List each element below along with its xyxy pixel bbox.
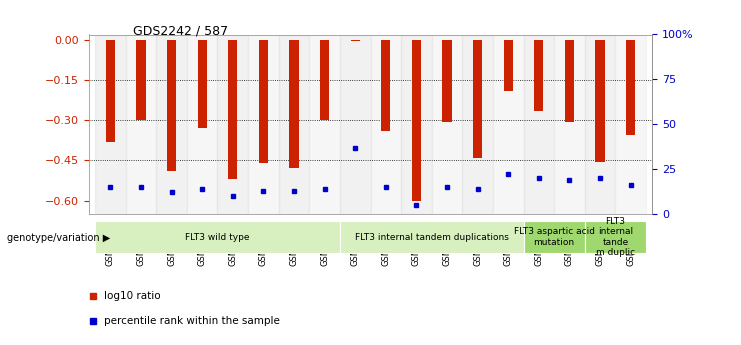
Bar [320,40,329,120]
Bar [279,34,309,214]
Bar [504,40,513,91]
Bar [524,34,554,214]
Bar [198,40,207,128]
Bar [290,40,299,168]
Bar [626,40,635,135]
Bar [228,40,237,179]
Bar [106,40,115,141]
Bar [412,40,421,200]
Bar [217,34,248,214]
Bar [554,34,585,214]
Bar [95,34,126,214]
Bar [309,34,340,214]
Bar [350,40,360,41]
Text: FLT3 wild type: FLT3 wild type [185,233,250,242]
Bar [187,34,217,214]
Bar [340,34,370,214]
Bar [473,40,482,158]
Text: FLT3
internal
tande
m duplic: FLT3 internal tande m duplic [596,217,635,257]
Bar [167,40,176,171]
Bar [585,34,615,214]
FancyBboxPatch shape [585,221,646,253]
Text: percentile rank within the sample: percentile rank within the sample [104,316,279,326]
Bar [156,34,187,214]
Text: log10 ratio: log10 ratio [104,292,160,302]
Text: FLT3 aspartic acid
mutation: FLT3 aspartic acid mutation [514,227,594,247]
Bar [534,40,543,111]
Text: genotype/variation ▶: genotype/variation ▶ [7,233,110,243]
FancyBboxPatch shape [95,221,340,253]
Bar [370,34,401,214]
Text: FLT3 internal tandem duplications: FLT3 internal tandem duplications [355,233,508,242]
Bar [442,40,451,121]
Bar [248,34,279,214]
Bar [462,34,493,214]
Bar [126,34,156,214]
Bar [615,34,646,214]
FancyBboxPatch shape [524,221,585,253]
Text: GDS2242 / 587: GDS2242 / 587 [133,24,228,37]
Bar [381,40,391,131]
Bar [136,40,145,120]
Bar [493,34,524,214]
Bar [596,40,605,162]
Bar [432,34,462,214]
Bar [401,34,432,214]
Bar [259,40,268,163]
Bar [565,40,574,121]
FancyBboxPatch shape [340,221,524,253]
